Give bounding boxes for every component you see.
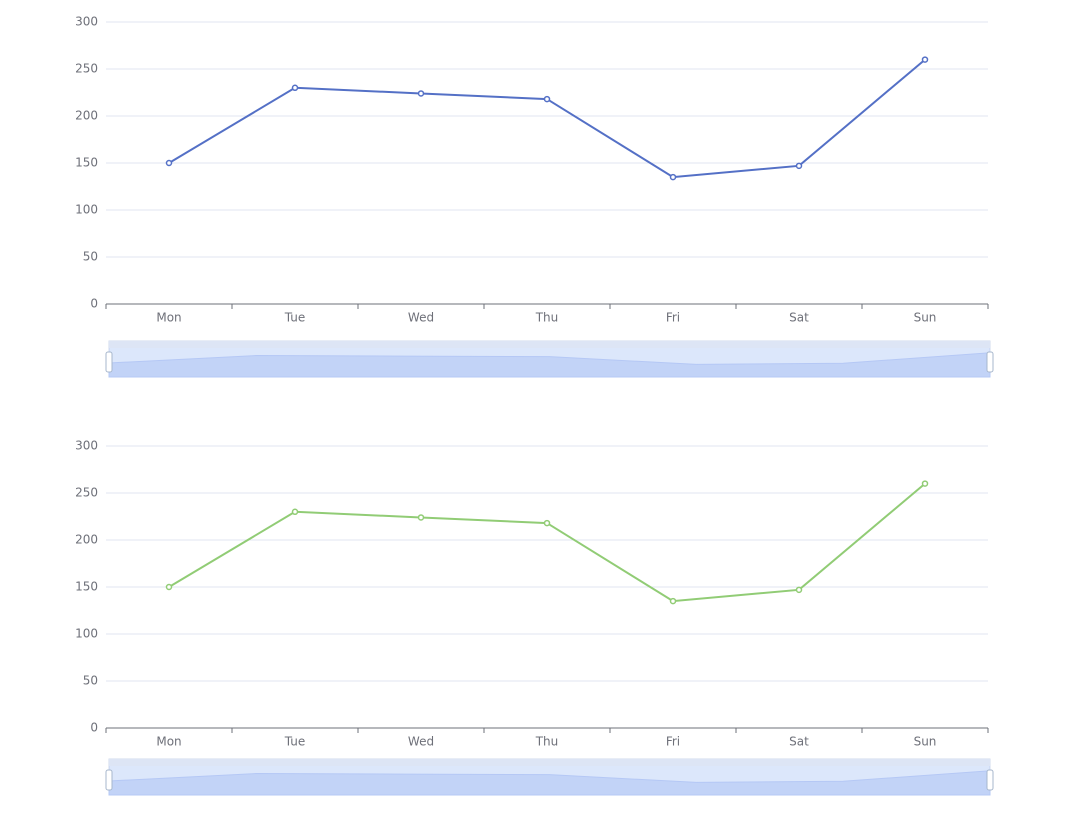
x-tick-label: Mon [156, 735, 181, 749]
x-tick-label: Wed [408, 735, 434, 749]
point [669, 597, 677, 605]
point [417, 514, 425, 521]
y-tick-label: 150 [75, 580, 98, 594]
zoom-handle[interactable] [986, 769, 994, 791]
x-tick-label: Mon [156, 311, 181, 325]
y-tick-label: 0 [90, 721, 98, 735]
y-tick-label: 50 [83, 674, 98, 688]
x-tick-label: Fri [666, 311, 680, 325]
point [165, 583, 173, 591]
y-tick-label: 300 [75, 15, 98, 29]
y-tick-label: 0 [90, 297, 98, 311]
y-tick-label: 150 [75, 156, 98, 170]
y-tick-label: 300 [75, 439, 98, 453]
x-tick-label: Sat [789, 311, 809, 325]
point [669, 173, 677, 181]
x-tick-label: Thu [535, 735, 559, 749]
series-line [168, 482, 926, 603]
zoom-slider-selection [109, 348, 990, 377]
point [291, 508, 299, 516]
point [921, 480, 929, 487]
x-tick-label: Tue [284, 311, 306, 325]
series-line [168, 58, 926, 179]
point [417, 90, 425, 97]
x-tick-label: Sat [789, 735, 809, 749]
y-tick-label: 250 [75, 62, 98, 76]
y-tick-label: 50 [83, 250, 98, 264]
zoom-handle[interactable] [105, 351, 113, 373]
point [795, 162, 803, 170]
point [165, 159, 173, 167]
point [921, 56, 929, 63]
x-tick-label: Thu [535, 311, 559, 325]
y-tick-label: 100 [75, 203, 98, 217]
x-tick-label: Tue [284, 735, 306, 749]
zoom-handle[interactable] [105, 769, 113, 791]
y-tick-label: 200 [75, 533, 98, 547]
x-tick-label: Sun [914, 311, 937, 325]
point [291, 84, 299, 92]
x-tick-label: Fri [666, 735, 680, 749]
zoom-slider-selection [109, 766, 990, 795]
y-tick-label: 200 [75, 109, 98, 123]
y-tick-label: 250 [75, 486, 98, 500]
point [543, 95, 551, 103]
point [795, 586, 803, 594]
y-tick-label: 100 [75, 627, 98, 641]
zoom-handle[interactable] [986, 351, 994, 373]
zoom-slider-top [109, 341, 990, 348]
x-tick-label: Wed [408, 311, 434, 325]
x-tick-label: Sun [914, 735, 937, 749]
point [543, 519, 551, 527]
zoom-slider-top [109, 759, 990, 766]
